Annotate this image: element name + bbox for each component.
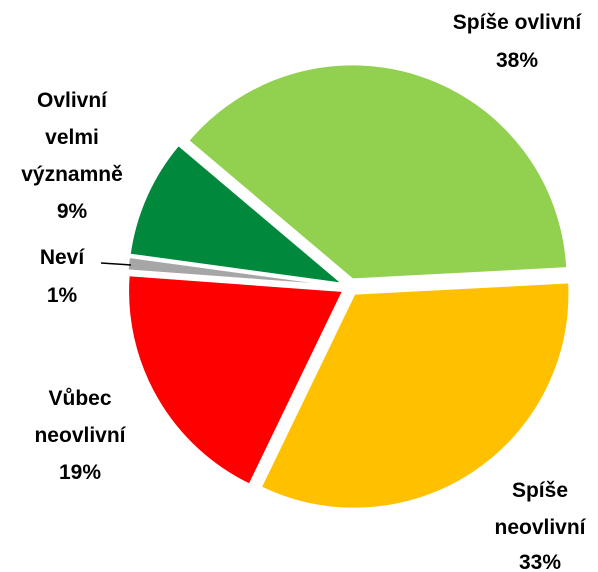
leader-line bbox=[100, 262, 132, 266]
slice-label: Spíše neovlivní bbox=[494, 479, 586, 539]
pie-slice bbox=[186, 63, 569, 281]
value-label: 38% bbox=[495, 49, 539, 72]
value-label: 19% bbox=[58, 461, 102, 484]
slice-label: Vůbec neovlivní bbox=[34, 387, 126, 447]
pie-slice bbox=[128, 143, 346, 286]
slice-label: Ovlivní velmi významně bbox=[21, 89, 123, 186]
pie-slice bbox=[126, 255, 343, 288]
slice-label: Neví bbox=[39, 246, 85, 269]
value-label: 1% bbox=[46, 284, 78, 307]
value-label: 33% bbox=[518, 551, 562, 572]
value-label: 9% bbox=[56, 200, 88, 223]
slice-label: Spíše ovlivní bbox=[452, 11, 582, 34]
pie-slice bbox=[259, 281, 571, 510]
pie-slice bbox=[127, 274, 345, 486]
